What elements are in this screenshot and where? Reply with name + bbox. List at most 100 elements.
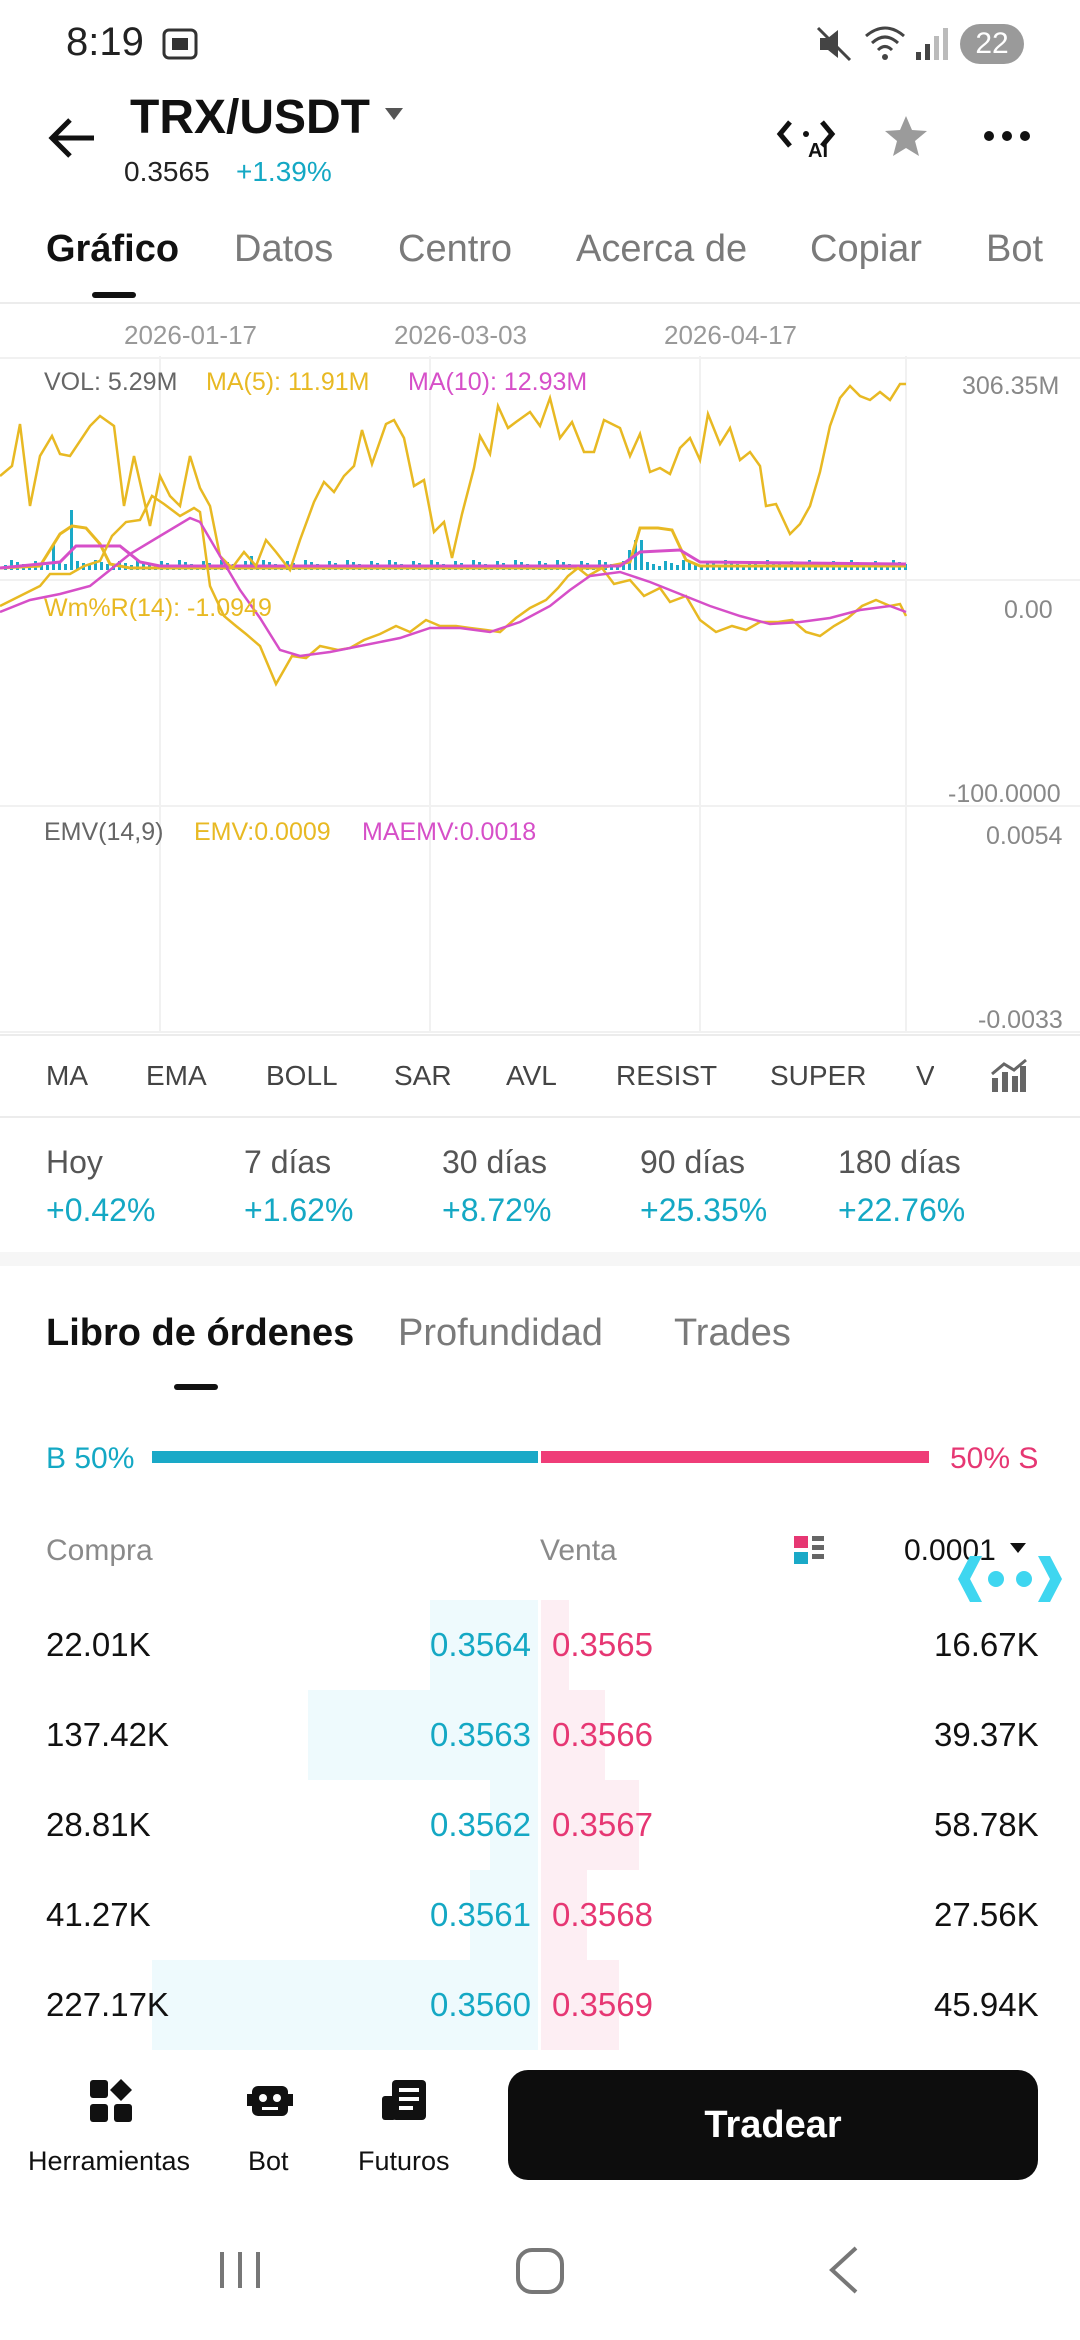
indicator-ma[interactable]: MA: [46, 1060, 88, 1091]
nav-tools-label[interactable]: Herramientas: [28, 2146, 191, 2176]
volume-bar: [700, 566, 703, 570]
ask-quantity: 58.78K: [934, 1806, 1039, 1843]
indicator-boll[interactable]: BOLL: [266, 1060, 338, 1091]
perf-value-90d: +25.35%: [640, 1192, 768, 1228]
col-header-buy: Compra: [46, 1534, 153, 1567]
bid-depth-bar: [430, 1600, 538, 1690]
tab-data[interactable]: Datos: [234, 228, 334, 270]
tab-chart[interactable]: Gráfico: [46, 228, 180, 270]
volume-bar: [742, 566, 745, 570]
perf-value-30d: +8.72%: [442, 1192, 552, 1228]
perf-value-180d: +22.76%: [838, 1192, 966, 1228]
indicator-resist[interactable]: RESIST: [616, 1060, 718, 1091]
pair-title[interactable]: TRX/USDT: [130, 91, 370, 144]
battery-badge: 22: [960, 24, 1024, 64]
bid-price[interactable]: 0.3563: [430, 1716, 531, 1753]
indicator-sar[interactable]: SAR: [394, 1060, 452, 1091]
wmr-axis-bottom: -100.0000: [948, 780, 1061, 808]
wmr-axis-top: 0.00: [1004, 596, 1053, 624]
perf-label-7d: 7 días: [244, 1144, 332, 1180]
system-back-icon[interactable]: [826, 2244, 862, 2296]
indicator-ema[interactable]: EMA: [146, 1060, 207, 1091]
wmr-line: [0, 382, 906, 573]
bot-icon[interactable]: [246, 2080, 294, 2122]
volume-bar: [58, 562, 61, 570]
volume-bar: [784, 566, 787, 570]
volume-bar: [664, 561, 667, 570]
ask-depth-bar: [541, 1960, 619, 2050]
nav-bot-label[interactable]: Bot: [248, 2146, 289, 2176]
volume-ma5-line: [0, 524, 906, 570]
last-price: 0.3565: [124, 156, 210, 187]
tab-orderbook[interactable]: Libro de órdenes: [46, 1312, 355, 1354]
indicator-charts[interactable]: [0, 356, 1080, 1036]
tab-trades[interactable]: Trades: [674, 1312, 791, 1354]
recent-apps-icon[interactable]: [216, 2248, 264, 2292]
maemv-line: [0, 516, 907, 658]
wifi-icon: [865, 26, 905, 60]
volume-bar: [46, 565, 49, 570]
pair-dropdown-icon[interactable]: [382, 104, 406, 124]
screenshot-icon: [162, 28, 198, 60]
futures-icon[interactable]: [380, 2078, 428, 2124]
tab-center[interactable]: Centro: [398, 228, 513, 270]
trade-button[interactable]: Tradear: [508, 2070, 1038, 2180]
volume-bar: [64, 564, 67, 570]
ask-depth-bar: [541, 1780, 639, 1870]
bid-depth-bar: [490, 1780, 538, 1870]
ask-quantity: 45.94K: [934, 1986, 1039, 2023]
volume-bar: [136, 560, 139, 570]
bid-quantity: 22.01K: [46, 1626, 151, 1663]
volume-bar: [652, 564, 655, 570]
price-change: +1.39%: [236, 156, 332, 187]
more-options-icon[interactable]: [982, 126, 1032, 146]
indicator-avl[interactable]: AVL: [506, 1060, 557, 1091]
volume-bar: [616, 566, 619, 570]
ask-price[interactable]: 0.3565: [552, 1626, 653, 1663]
tools-icon[interactable]: [88, 2078, 134, 2124]
nav-futures-label[interactable]: Futuros: [358, 2146, 450, 2176]
volume-bar: [676, 565, 679, 570]
volume-bar: [94, 560, 97, 570]
volume-axis-max: 306.35M: [962, 372, 1060, 400]
ask-price[interactable]: 0.3567: [552, 1806, 653, 1843]
layout-toggle-icon[interactable]: [792, 1534, 826, 1568]
tab-copy[interactable]: Copiar: [810, 228, 922, 270]
volume-bar: [142, 562, 145, 570]
home-icon[interactable]: [514, 2246, 566, 2296]
tab-about[interactable]: Acerca de: [576, 228, 748, 270]
indicator-settings-icon[interactable]: [988, 1056, 1028, 1096]
indicator-super[interactable]: SUPER: [770, 1060, 867, 1091]
favorite-star-icon[interactable]: [882, 112, 930, 160]
tab-depth[interactable]: Profundidad: [398, 1312, 603, 1354]
back-arrow-icon[interactable]: [48, 116, 98, 160]
volume-bar: [622, 561, 625, 570]
bid-quantity: 227.17K: [46, 1986, 169, 2023]
perf-label-30d: 30 días: [442, 1144, 547, 1180]
bid-depth-bar: [308, 1690, 538, 1780]
orderbook-tab-indicator: [174, 1384, 218, 1390]
volume-ma10-label: MA(10): 12.93M: [408, 368, 588, 396]
volume-bar: [250, 556, 253, 570]
ask-quantity: 39.37K: [934, 1716, 1039, 1753]
volume-bar: [688, 562, 691, 570]
volume-bar: [70, 510, 73, 570]
bid-price[interactable]: 0.3561: [430, 1896, 531, 1933]
perf-label-180d: 180 días: [838, 1144, 961, 1180]
bid-price[interactable]: 0.3564: [430, 1626, 531, 1663]
ask-price[interactable]: 0.3569: [552, 1986, 653, 2023]
emv-title: EMV(14,9): [44, 818, 164, 846]
ask-price[interactable]: 0.3568: [552, 1896, 653, 1933]
tab-bot[interactable]: Bot: [986, 228, 1044, 270]
bid-price[interactable]: 0.3562: [430, 1806, 531, 1843]
indicator-v[interactable]: V: [916, 1060, 934, 1091]
volume-label: VOL: 5.29M: [44, 368, 178, 396]
ai-assistant-icon[interactable]: [776, 116, 836, 160]
ask-price[interactable]: 0.3566: [552, 1716, 653, 1753]
bid-price[interactable]: 0.3560: [430, 1986, 531, 2023]
precision-select[interactable]: 0.0001: [904, 1534, 996, 1567]
status-time: 8:19: [66, 20, 144, 64]
floating-assistant-icon[interactable]: [956, 1552, 1064, 1606]
precision-dropdown-icon[interactable]: [1008, 1540, 1028, 1556]
perf-label-90d: 90 días: [640, 1144, 745, 1180]
